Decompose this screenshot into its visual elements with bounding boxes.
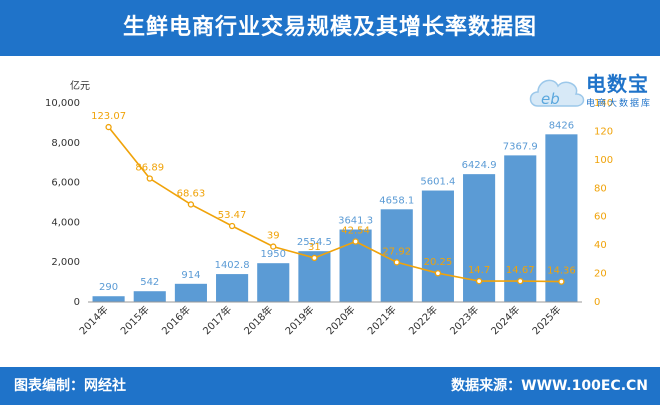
chart: 亿元 0 2,000 4,000 6,000 8,000 10,000 0 20 40 60 80 10…	[45, 79, 613, 337]
y-axis-unit: 亿元	[70, 79, 90, 92]
bar-label: 8426	[549, 120, 574, 131]
line-label: 27.92	[382, 246, 411, 257]
bar-label: 7367.9	[503, 141, 538, 152]
header-bar: 生鲜电商行业交易规模及其增长率数据图	[0, 0, 660, 56]
footer-source: 数据来源：WWW.100EC.CN	[451, 378, 648, 394]
y2-tick-label: 20	[594, 269, 607, 280]
bar-label: 3641.3	[338, 216, 373, 227]
bar-label: 542	[140, 277, 159, 288]
x-tick-label: 2015年	[118, 303, 152, 337]
bar	[380, 209, 413, 302]
line-label: 14.7	[468, 265, 490, 276]
footer-credit: 图表编制：网经社	[14, 378, 126, 394]
y2-tick-label: 100	[594, 155, 613, 166]
growth-rate-point	[228, 222, 236, 230]
svg-text:eb: eb	[541, 90, 560, 108]
growth-rate-point	[270, 243, 277, 250]
x-tick-label: 2014年	[76, 303, 110, 337]
growth-rate-point	[105, 123, 112, 131]
x-tick-label: 2017年	[200, 303, 234, 337]
x-tick-label: 2016年	[159, 303, 193, 337]
growth-rate-point	[352, 238, 359, 245]
line-label: 14.67	[506, 265, 535, 276]
growth-rate-point	[517, 277, 524, 285]
x-tick-label: 2018年	[241, 303, 275, 337]
x-tick-label: 2023年	[447, 303, 481, 337]
line-label: 31	[308, 242, 321, 253]
growth-rate-point	[393, 259, 400, 266]
line-label: 14.36	[547, 266, 576, 277]
growth-rate-point	[475, 277, 483, 285]
logo-subtitle: 电商大数据库	[586, 99, 653, 109]
x-tick-label: 2020年	[323, 303, 357, 337]
y-tick-label: 10,000	[45, 98, 80, 109]
growth-rate-point	[434, 270, 442, 277]
bar-label: 6424.9	[462, 160, 497, 171]
logo-title: 电数宝	[586, 72, 649, 96]
line-label: 42.54	[341, 226, 370, 237]
y-tick-label: 4,000	[51, 217, 80, 228]
line-label: 68.63	[177, 188, 206, 199]
y-tick-label: 2,000	[51, 257, 80, 268]
growth-rate-point	[187, 201, 195, 208]
bar-label: 1950	[261, 249, 286, 260]
bar	[504, 155, 537, 302]
bar-label: 5601.4	[420, 177, 455, 188]
y2-tick-label: 0	[594, 297, 600, 308]
growth-rate-point	[311, 254, 318, 262]
x-tick-label: 2022年	[406, 303, 440, 337]
line-label: 39	[267, 231, 280, 242]
growth-rate-line	[107, 126, 562, 283]
page-title: 生鲜电商行业交易规模及其增长率数据图	[122, 15, 537, 40]
bar	[421, 190, 454, 302]
line-label: 20.25	[424, 257, 453, 268]
line-label: 123.07	[91, 111, 126, 122]
y-tick-label: 6,000	[51, 178, 80, 189]
cloud-ebrand-icon: eb	[529, 79, 585, 108]
bar-label: 290	[99, 282, 118, 293]
y2-tick-label: 40	[594, 240, 607, 251]
footer-bar: 图表编制：网经社 数据来源：WWW.100EC.CN	[0, 367, 660, 405]
y2-tick-label: 80	[594, 183, 607, 194]
bar-label: 2554.5	[297, 237, 332, 248]
bar-label: 1402.8	[215, 260, 250, 271]
y2-tick-label: 60	[594, 212, 607, 223]
y-tick-label: 8,000	[51, 138, 80, 149]
bar	[216, 274, 249, 302]
bar-label: 914	[181, 270, 200, 281]
y2-tick-label: 120	[594, 126, 613, 137]
bar	[133, 291, 166, 302]
bar	[92, 296, 125, 302]
bar	[174, 283, 207, 302]
bar-label: 4658.1	[379, 195, 414, 206]
y2-tick-label: 140	[594, 98, 613, 109]
x-tick-label: 2019年	[282, 303, 316, 337]
x-tick-label: 2024年	[488, 303, 522, 337]
growth-rate-point	[146, 175, 153, 182]
x-tick-label: 2025年	[529, 303, 563, 337]
x-tick-label: 2021年	[365, 303, 399, 337]
growth-rate-point	[558, 278, 565, 285]
bar	[545, 134, 578, 302]
y-tick-label: 0	[74, 297, 80, 308]
brand-logo: eb 电数宝 电商大数据库	[526, 62, 656, 118]
bar	[257, 263, 290, 302]
line-label: 53.47	[218, 210, 247, 221]
line-label: 86.89	[135, 162, 164, 173]
